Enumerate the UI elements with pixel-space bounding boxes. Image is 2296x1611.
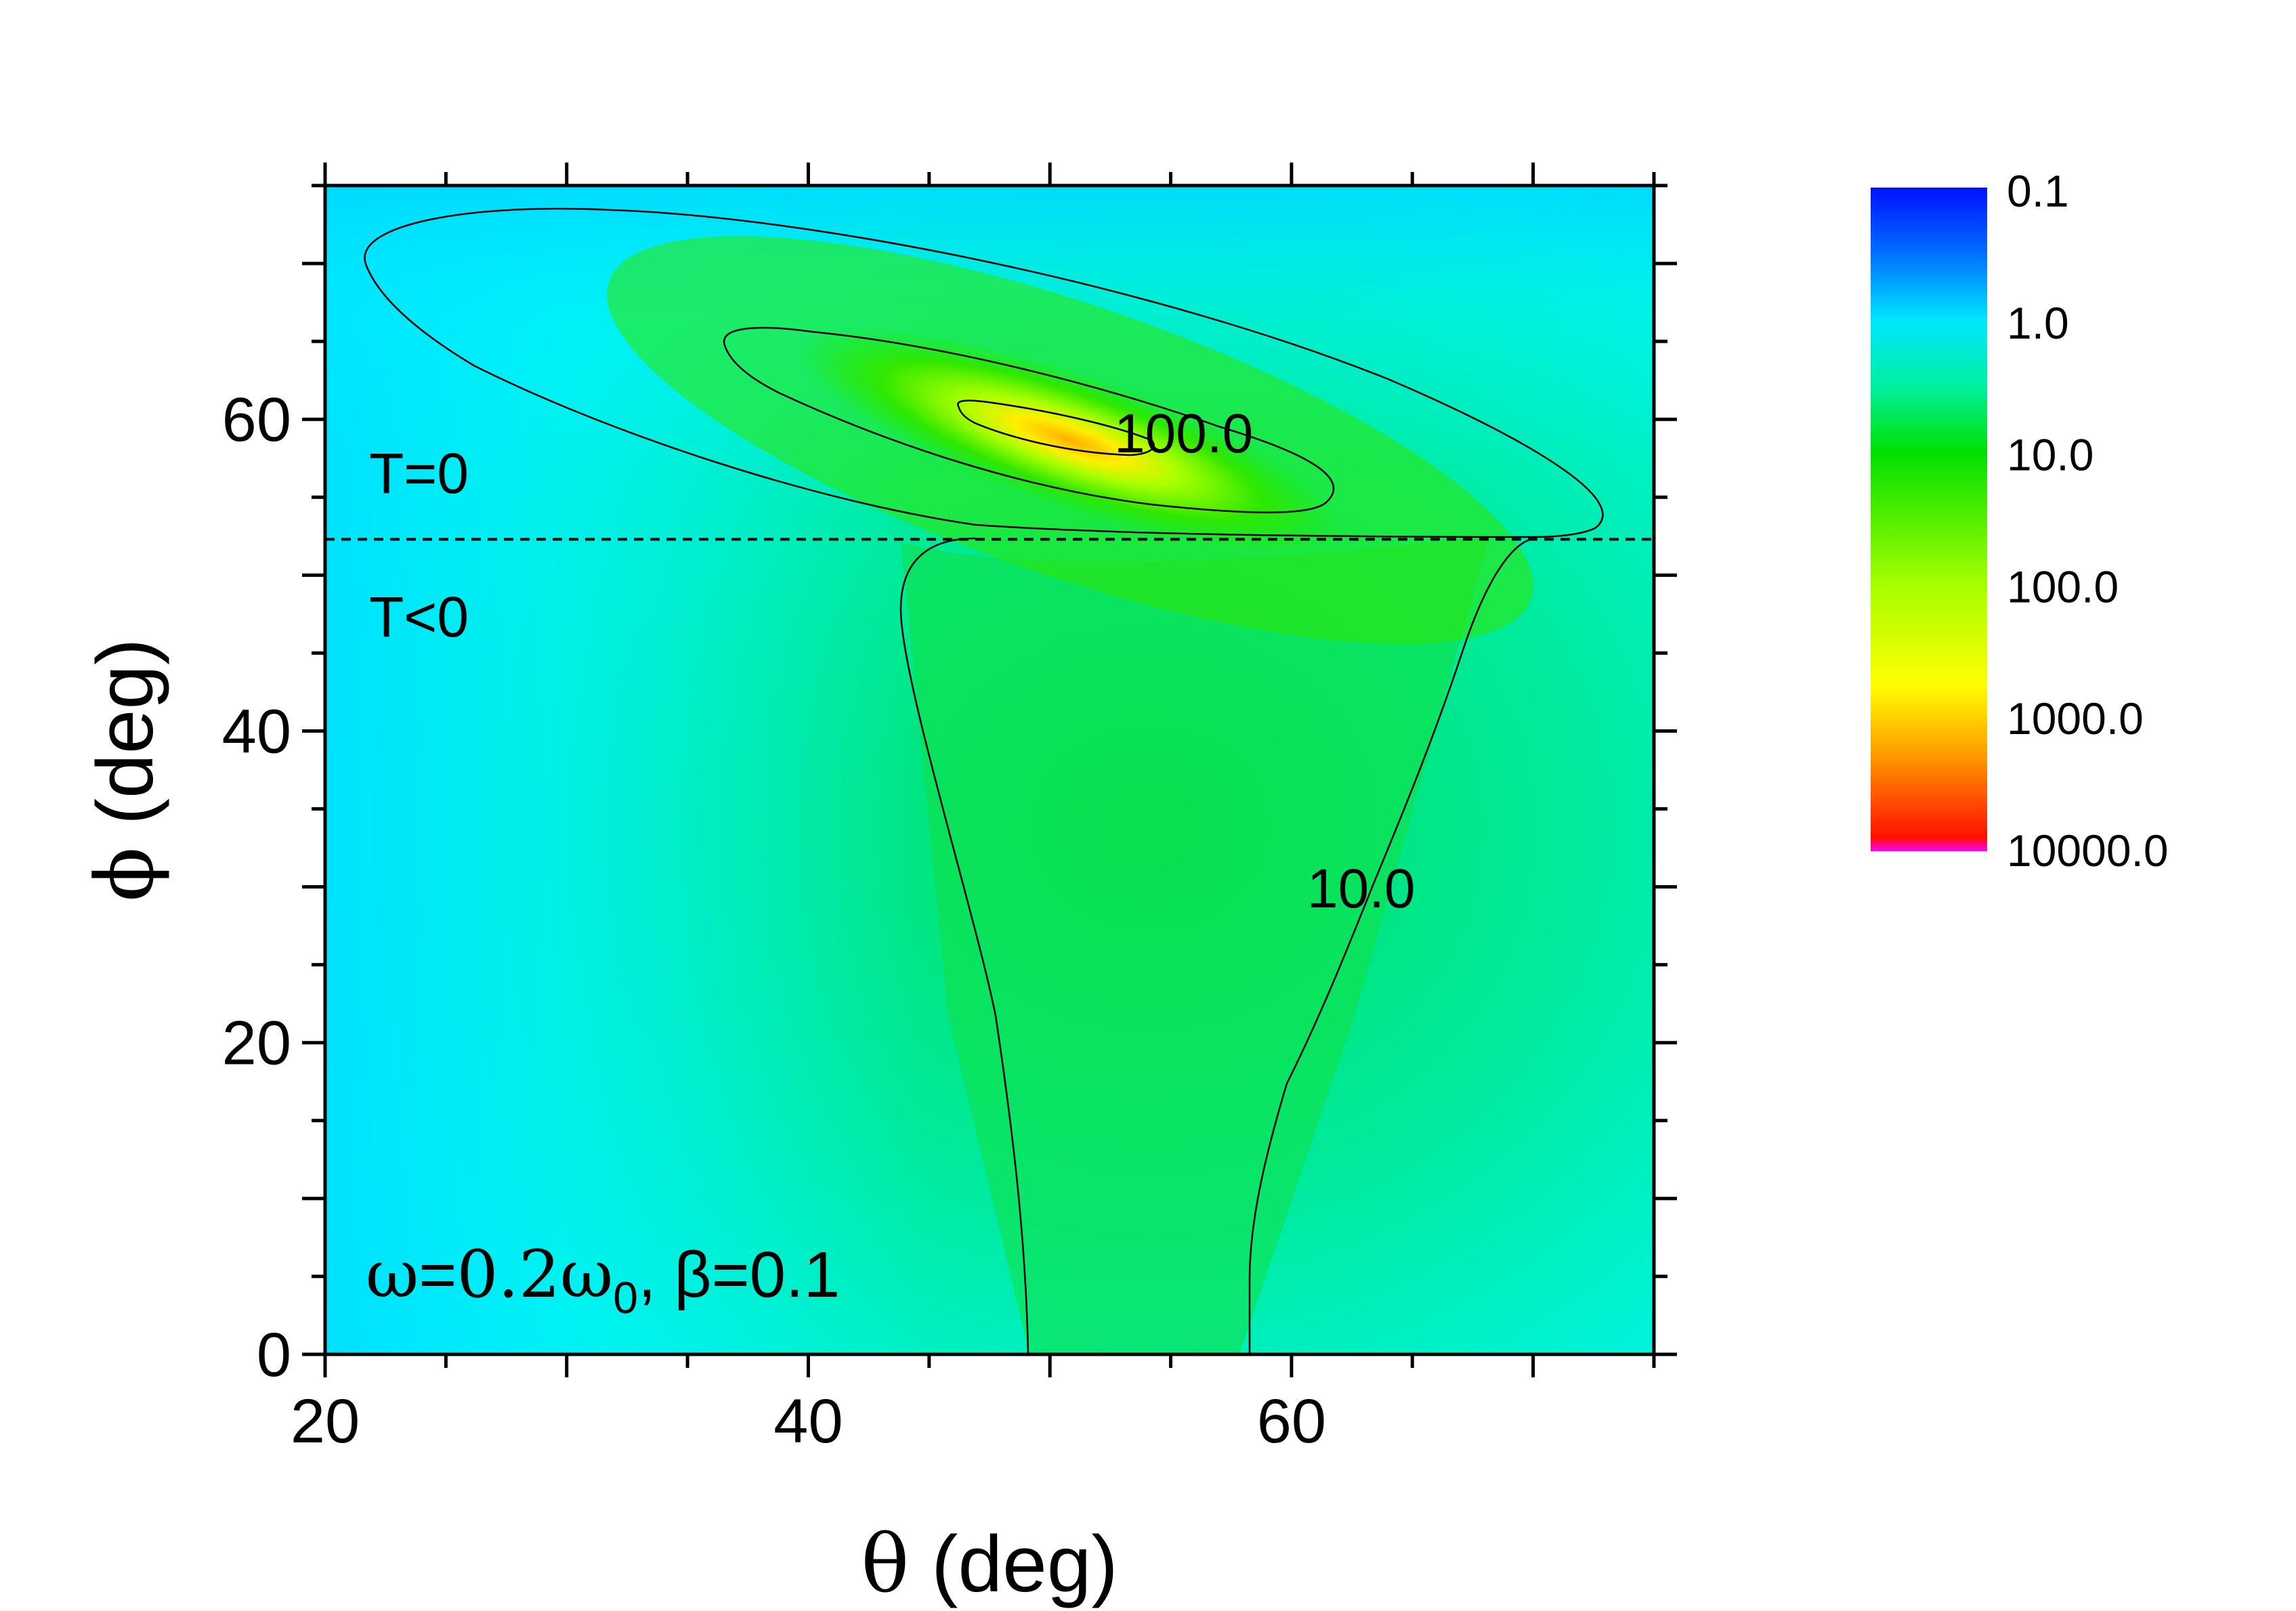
y-tick-label: 20 bbox=[222, 1009, 291, 1078]
x-tick-label: 20 bbox=[291, 1387, 360, 1456]
colorbar-tick-label: 0.1 bbox=[2007, 166, 2069, 216]
contour-lines bbox=[364, 207, 1604, 1355]
y-tick-label: 0 bbox=[257, 1320, 291, 1390]
x-tick-label: 60 bbox=[1257, 1387, 1326, 1456]
contour-label-10: 10.0 bbox=[1307, 858, 1416, 920]
colorbar-tick-label: 100.0 bbox=[2007, 561, 2119, 611]
colorbar-labels: 0.1 1.0 10.0 100.0 1000.0 10000.0 bbox=[2007, 166, 2169, 876]
parameter-annotation: ω=0.2ω0, β=0.1 bbox=[366, 1237, 840, 1323]
contour-10-right bbox=[1248, 537, 1538, 1354]
colorbar bbox=[1871, 188, 1987, 851]
x-axis-label: θ (deg) bbox=[861, 1517, 1118, 1610]
axis-ticks bbox=[302, 163, 1677, 1377]
heatmap-peak-glow bbox=[800, 327, 1340, 553]
region-label-below: T<0 bbox=[369, 585, 469, 649]
contour-label-100: 100.0 bbox=[1114, 403, 1253, 465]
y-tick-label: 40 bbox=[222, 697, 291, 766]
contour-10-ellipse bbox=[364, 207, 1604, 538]
contour-1000 bbox=[957, 400, 1155, 456]
x-tick-label: 40 bbox=[773, 1387, 843, 1456]
colorbar-tick-label: 1000.0 bbox=[2007, 693, 2144, 744]
heatmap bbox=[325, 186, 1654, 1354]
colorbar-tick-label: 10.0 bbox=[2007, 430, 2093, 480]
region-label-above: T=0 bbox=[369, 442, 469, 505]
colorbar-tick-label: 1.0 bbox=[2007, 298, 2069, 348]
y-tick-label: 60 bbox=[222, 385, 291, 454]
contour-100 bbox=[723, 326, 1335, 513]
y-axis-label: ϕ (deg) bbox=[78, 639, 171, 902]
colorbar-tick-label: 10000.0 bbox=[2007, 825, 2169, 876]
plot-frame bbox=[323, 184, 1656, 1356]
contour-10-left bbox=[899, 537, 1029, 1355]
